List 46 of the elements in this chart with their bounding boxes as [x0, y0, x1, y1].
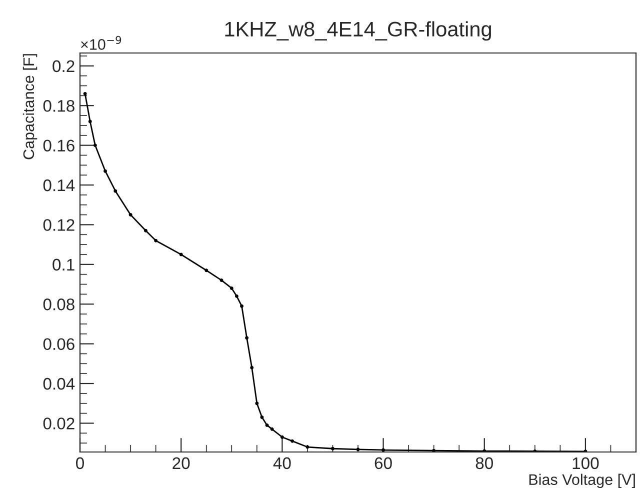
x-tick-label: 20 — [172, 457, 190, 470]
point — [382, 448, 386, 452]
y-tick-label: 0.18 — [43, 100, 74, 112]
point — [93, 144, 97, 148]
y-tick-label: 0.12 — [43, 219, 74, 231]
y-tick-label: 0.14 — [43, 179, 75, 192]
point — [255, 402, 259, 406]
point — [104, 169, 108, 173]
point — [270, 427, 274, 431]
point — [245, 336, 249, 340]
point — [234, 294, 238, 298]
point — [432, 448, 436, 452]
point — [306, 445, 310, 449]
chart-title: 1KHZ_w8_4E14_GR-floating — [225, 21, 491, 41]
point — [260, 416, 264, 419]
y-tick-label: 0.08 — [43, 298, 74, 310]
y-tick-label: 0.02 — [43, 418, 74, 430]
x-tick-label: 0 — [76, 457, 84, 470]
x-tick-label: 40 — [273, 457, 291, 470]
point — [356, 448, 360, 452]
point — [154, 238, 158, 242]
point — [220, 278, 224, 282]
point — [83, 92, 87, 96]
y-tick-label: 0.1 — [52, 258, 74, 271]
point — [265, 423, 269, 427]
x-tick-label: 100 — [572, 457, 599, 470]
point — [128, 213, 132, 217]
point — [230, 286, 234, 290]
point — [250, 366, 254, 370]
point — [290, 439, 294, 443]
point — [280, 435, 284, 439]
point — [179, 252, 183, 256]
x-axis-title: Bias Voltage [V] — [529, 474, 635, 488]
point — [240, 304, 244, 308]
point — [114, 189, 118, 193]
point — [88, 120, 92, 124]
y-tick-label: 0.06 — [43, 338, 74, 350]
y-tick-label: 0.2 — [52, 60, 74, 72]
point — [144, 228, 148, 232]
x-tick-label: 80 — [476, 457, 493, 470]
y-tick-label: 0.04 — [43, 378, 75, 390]
y-axis-title: Capacitance [F] — [22, 54, 38, 160]
text: ×10$^{−9}$ — [81, 36, 122, 50]
y-tick-label: 0.16 — [43, 140, 74, 152]
point — [204, 268, 208, 272]
x-tick-label: 60 — [374, 457, 392, 470]
